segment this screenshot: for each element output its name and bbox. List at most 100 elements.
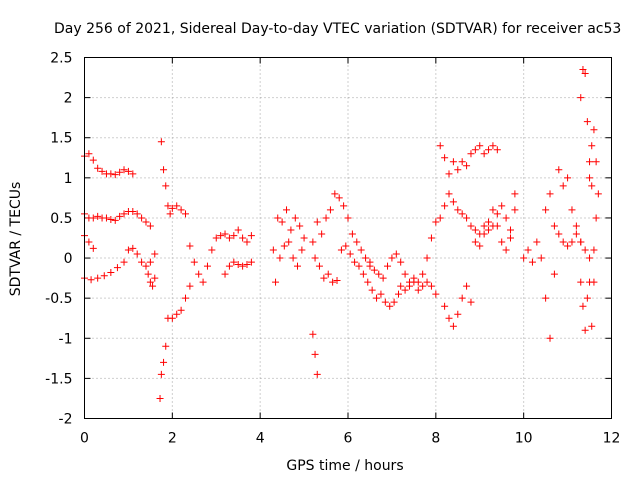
data-point: [564, 174, 572, 182]
data-point: [199, 278, 207, 286]
data-point: [157, 370, 165, 378]
x-axis-label: GPS time / hours: [286, 458, 403, 474]
data-point: [537, 254, 545, 262]
data-point: [186, 282, 194, 290]
data-point: [230, 232, 238, 240]
data-point: [471, 238, 479, 246]
data-point: [362, 254, 370, 262]
data-point: [149, 282, 157, 290]
data-point: [559, 238, 567, 246]
data-point: [463, 282, 471, 290]
data-point: [342, 242, 350, 250]
data-point: [166, 210, 174, 218]
data-point: [377, 290, 385, 298]
data-point: [182, 294, 190, 302]
data-point: [283, 206, 291, 214]
data-point: [357, 246, 365, 254]
y-tick-label: -1.5: [45, 371, 72, 387]
data-point: [346, 250, 354, 258]
data-point: [498, 202, 506, 210]
data-point: [395, 290, 403, 298]
data-point: [85, 238, 93, 246]
data-point: [498, 238, 506, 246]
data-point: [146, 222, 154, 230]
data-point: [146, 258, 154, 266]
data-point: [390, 298, 398, 306]
data-point: [528, 258, 536, 266]
data-point: [157, 138, 165, 146]
series-track-12: [311, 242, 403, 310]
data-point: [588, 322, 596, 330]
data-point: [289, 254, 297, 262]
data-point: [485, 146, 493, 154]
data-point: [311, 254, 319, 262]
data-point: [173, 310, 181, 318]
data-point: [458, 210, 466, 218]
data-point: [480, 150, 488, 158]
data-point: [177, 306, 185, 314]
data-point: [506, 234, 514, 242]
data-point: [467, 222, 475, 230]
data-point: [160, 166, 168, 174]
data-point: [379, 274, 387, 282]
x-tick-label: 12: [603, 431, 621, 447]
data-point: [269, 246, 277, 254]
data-point: [116, 212, 124, 220]
data-point: [340, 202, 348, 210]
data-point: [493, 210, 501, 218]
data-point: [160, 358, 168, 366]
x-tick-labels: 0 2 4 6 8 10 12: [80, 431, 620, 447]
data-point: [221, 230, 229, 238]
data-point: [555, 166, 563, 174]
data-point: [230, 258, 238, 266]
data-point: [208, 246, 216, 254]
data-point: [579, 66, 587, 74]
data-point: [480, 230, 488, 238]
data-point: [217, 232, 225, 240]
data-point: [203, 262, 211, 270]
data-point: [313, 218, 321, 226]
data-point: [386, 302, 394, 310]
data-point: [212, 234, 220, 242]
data-point: [89, 244, 97, 252]
series-track-23: [586, 126, 602, 198]
data-point: [89, 156, 97, 164]
data-point: [313, 370, 321, 378]
data-point: [120, 210, 128, 218]
series-track-14: [397, 278, 440, 298]
data-point: [120, 258, 128, 266]
data-point: [493, 222, 501, 230]
series-track-13: [366, 218, 440, 286]
data-point: [502, 214, 510, 222]
data-point: [151, 274, 159, 282]
data-point: [94, 164, 102, 172]
data-point: [318, 230, 326, 238]
x-tick-label: 6: [344, 431, 353, 447]
data-point: [485, 226, 493, 234]
data-point: [542, 206, 550, 214]
y-axis-label: SDTVAR / TECUs: [8, 182, 24, 297]
data-point: [144, 270, 152, 278]
data-point: [410, 278, 418, 286]
data-point: [511, 206, 519, 214]
data-point: [588, 142, 596, 150]
data-point: [370, 266, 378, 274]
data-point: [85, 150, 93, 158]
series-track-6: [157, 138, 255, 286]
y-tick-labels: 2.5 2 1.5 1 0.5 0 -0.5 -1 -1.5 -2: [45, 51, 72, 428]
data-point: [392, 250, 400, 258]
data-point: [485, 218, 493, 226]
data-point: [94, 212, 102, 220]
data-point: [471, 146, 479, 154]
data-point: [142, 218, 150, 226]
data-point: [239, 262, 247, 270]
data-point: [293, 262, 301, 270]
series-track-18: [441, 190, 519, 330]
data-point: [419, 282, 427, 290]
data-point: [280, 242, 288, 250]
data-point: [577, 94, 585, 102]
data-point: [511, 190, 519, 198]
series-track-15: [309, 330, 321, 378]
data-point: [568, 206, 576, 214]
